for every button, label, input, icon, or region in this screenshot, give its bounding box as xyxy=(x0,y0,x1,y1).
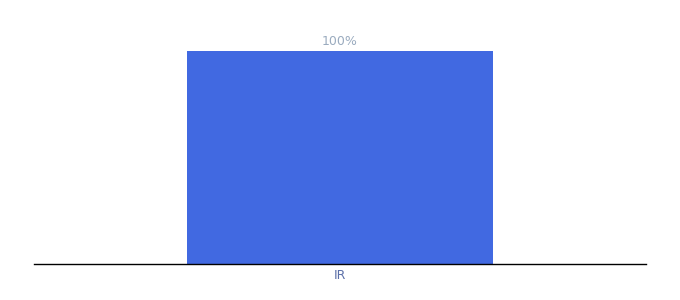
Bar xyxy=(187,51,493,264)
Text: 100%: 100% xyxy=(322,35,358,48)
